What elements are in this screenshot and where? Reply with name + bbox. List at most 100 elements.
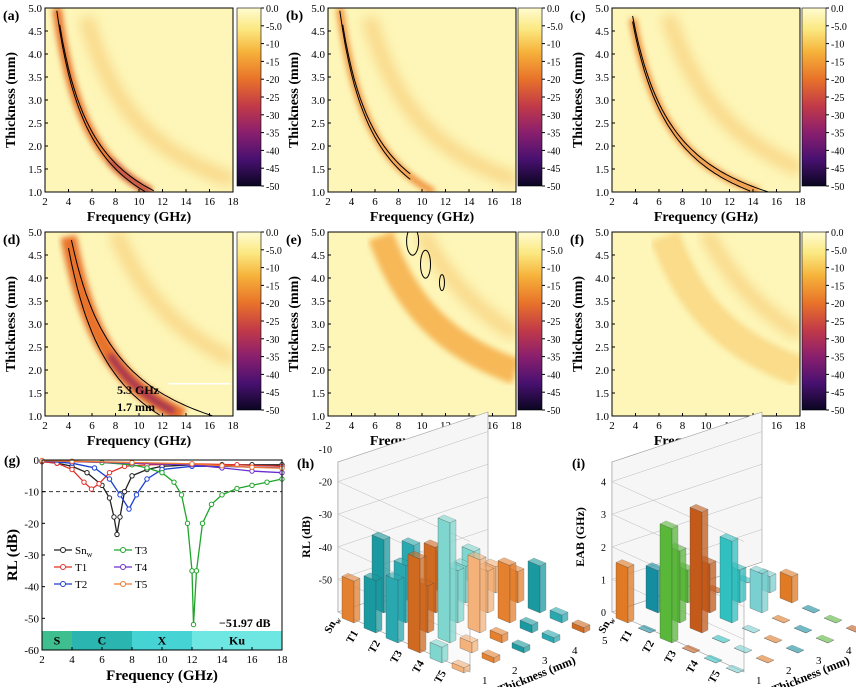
- series-point: [193, 568, 200, 574]
- colorbar-tick-label: -35: [831, 353, 844, 364]
- x-tick-label: 14: [181, 420, 193, 432]
- y-tick-label: 1.0: [311, 187, 325, 199]
- bar-side: [671, 525, 679, 644]
- y-tick-label: 4.5: [595, 250, 609, 262]
- y-axis-label: Thickness (mm): [4, 52, 19, 148]
- x-tick-label: 16: [771, 420, 783, 432]
- series-point: [106, 469, 113, 476]
- y-tick-label: -30: [24, 550, 39, 562]
- y-tick-label: 3.0: [311, 319, 325, 331]
- z-tick-label: -20: [319, 478, 332, 489]
- band-Ku: [192, 631, 282, 650]
- material-label: T5: [706, 668, 723, 686]
- colorbar-tick-label: -5.0: [266, 246, 282, 257]
- bar-top: [467, 551, 487, 561]
- colorbar-tick-label: -30: [831, 335, 844, 346]
- y-tick-label: 2.0: [311, 365, 325, 377]
- colorbar-tick-label: -50: [266, 182, 279, 193]
- x-axis-label: Frequency (GHz): [370, 210, 475, 225]
- bar-front: [527, 560, 541, 614]
- thickness-tick-label: 1: [482, 675, 488, 687]
- colorbar-tick-label: 0.0: [266, 228, 279, 239]
- colorbar-tick-label: -40: [547, 146, 560, 157]
- annotation-min: −51.97 dB: [219, 616, 271, 630]
- bar-front: [467, 554, 481, 634]
- y-tick-label: 3.0: [28, 319, 42, 331]
- heatmap-field: [60, 232, 233, 416]
- y-tick-label: -40: [24, 582, 39, 594]
- heatmap-minimum: [107, 352, 176, 415]
- x-tick-label: 8: [680, 196, 686, 208]
- bar-side: [449, 519, 457, 644]
- legend-marker: [120, 564, 126, 570]
- x-tick-label: 10: [417, 420, 429, 432]
- x-tick-label: 12: [187, 654, 198, 666]
- colorbar-tick-label: -25: [266, 93, 279, 104]
- y-tick-label: 3.5: [595, 296, 609, 308]
- heatmap-ridge-secondary: [79, 15, 233, 187]
- colorbar-tick-label: -15: [831, 281, 844, 292]
- bar-top: [429, 639, 449, 648]
- colorbar-tick-label: -50: [547, 182, 560, 193]
- colorbar-tick-label: -20: [831, 299, 844, 310]
- heatmap-contour-upper: [59, 24, 154, 192]
- x-tick-label: 16: [771, 196, 783, 208]
- heatmap-contour-island: [406, 232, 420, 256]
- bar-side: [487, 567, 495, 614]
- y-tick-label: 1.5: [311, 164, 325, 176]
- y-tick-label: 3.0: [595, 319, 609, 331]
- bar-top: [793, 624, 813, 634]
- x-tick-label: 2: [42, 196, 48, 208]
- panel-label: (b): [286, 9, 303, 24]
- bar-side: [769, 573, 777, 594]
- y-tick-label: 4.0: [311, 273, 325, 285]
- bar-top: [845, 624, 856, 633]
- series-point: [81, 479, 87, 485]
- y-tick-label: 2.0: [311, 141, 325, 153]
- x-tick-label: 12: [157, 196, 168, 208]
- x-tick-label: 6: [89, 420, 95, 432]
- colorbar-tick-label: -15: [547, 57, 560, 68]
- material-label: T4: [684, 658, 701, 676]
- bar-top: [407, 550, 427, 560]
- bar-side: [427, 582, 435, 634]
- material-label: T1: [344, 628, 361, 645]
- heatmap-ridge-main: [368, 232, 516, 384]
- bar-top: [815, 634, 835, 644]
- heatmap-ridge-secondary: [415, 232, 516, 341]
- colorbar-tick-label: -40: [266, 370, 279, 381]
- colorbar: [517, 231, 543, 411]
- colorbar-tick-label: -10: [831, 40, 844, 51]
- band-label: C: [98, 634, 107, 648]
- bar-front: [779, 571, 793, 604]
- y-tick-label: 2.5: [595, 118, 609, 130]
- bar-side: [739, 567, 747, 604]
- y-axis-label: Thickness (mm): [4, 276, 19, 372]
- colorbar-tick-label: -5.0: [831, 246, 847, 257]
- z-axis-label: RL (dB): [299, 516, 313, 558]
- thickness-tick-label: 4: [572, 645, 578, 657]
- colorbar-tick-label: 0.0: [266, 4, 279, 15]
- colorbar-tick-label: -40: [547, 370, 560, 381]
- thickness-tick-label: 3: [542, 655, 548, 667]
- thickness-tick-label: 2: [512, 665, 518, 677]
- bar-side: [441, 644, 449, 664]
- bar-front: [615, 562, 629, 624]
- heatmap-field: [52, 8, 233, 192]
- bar-side: [517, 568, 525, 604]
- series-point: [189, 461, 195, 467]
- y-tick-label: 3.5: [311, 296, 325, 308]
- x-tick-label: 4: [633, 420, 639, 432]
- colorbar-tick-label: -35: [547, 129, 560, 140]
- y-axis-label: Thickness (mm): [571, 276, 586, 372]
- x-tick-label: 12: [440, 196, 451, 208]
- x-tick-label: 10: [701, 196, 713, 208]
- bar-front: [645, 565, 659, 614]
- colorbar-tick-label: -10: [547, 40, 560, 51]
- bar-top: [385, 572, 405, 581]
- y-tick-label: 1.5: [595, 164, 609, 176]
- bar-top: [497, 557, 517, 566]
- z-tick-label: 2: [601, 543, 606, 554]
- y-tick-label: 2.0: [28, 141, 42, 153]
